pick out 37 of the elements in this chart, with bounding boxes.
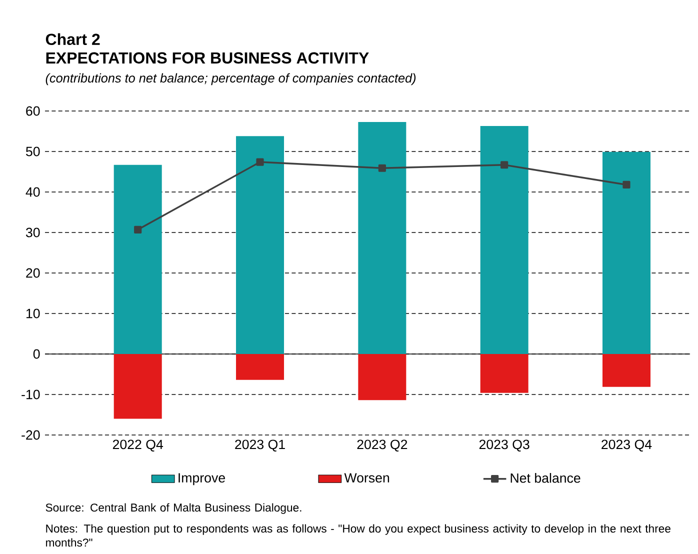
point [256, 158, 264, 166]
legend-label: Improve [178, 473, 225, 486]
bar [114, 164, 162, 354]
x-tick-label: 2023 Q4 [602, 440, 652, 452]
x-tick-label: 2022 Q4 [112, 440, 164, 452]
y-tick-label: 30 [26, 228, 40, 238]
bar [358, 122, 406, 354]
chart-subtitle: EXPECTATIONS FOR BUSINESS ACTIVITY [46, 52, 369, 64]
text: Notes: The question put to respondents was as follows - "How do you expect business activity to develop in the next three months?" [46, 524, 670, 547]
bar [602, 354, 650, 387]
bar [358, 354, 406, 400]
bar [480, 126, 528, 354]
bar [236, 354, 284, 380]
x-tick-label: 2023 Q1 [235, 440, 285, 452]
y-tick-label: -10 [22, 390, 40, 400]
point [500, 161, 508, 169]
y-tick-label: 40 [26, 187, 40, 197]
x-tick-label: 2023 Q3 [479, 440, 530, 452]
y-tick-label: 60 [26, 106, 40, 116]
legend-label: Worsen [344, 473, 390, 483]
point [134, 226, 142, 234]
y-tick-label: 10 [26, 308, 40, 318]
y-tick-label: 20 [26, 268, 40, 278]
y-tick-label: 0 [33, 349, 40, 359]
bar [602, 152, 650, 354]
bar [236, 136, 284, 354]
point [378, 164, 386, 172]
text: (contributions to net balance; percentage of companies contacted) [46, 73, 416, 86]
chart-title: Chart 2 [46, 33, 100, 46]
bar [480, 354, 528, 393]
point [622, 180, 630, 189]
x-tick-label: 2023 Q2 [357, 440, 408, 452]
y-tick-label: 50 [26, 146, 40, 156]
y-tick-label: -20 [22, 430, 40, 440]
bar [114, 354, 162, 419]
source-note: Source: Central Bank of Malta Business Dialogue. [46, 503, 302, 514]
legend-label: Net balance [510, 473, 580, 483]
